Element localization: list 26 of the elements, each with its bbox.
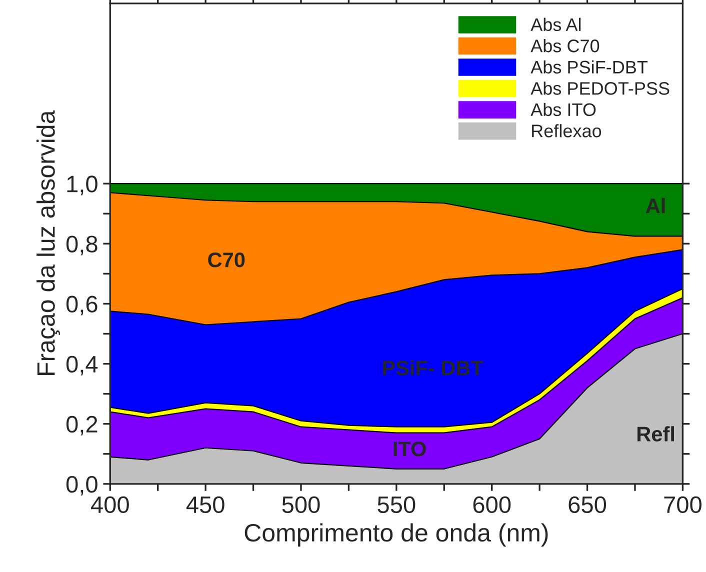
- y-tick-label: 0,2: [66, 416, 98, 436]
- x-tick-label: 600: [473, 496, 511, 514]
- annotation: Al: [646, 198, 665, 214]
- y-tick-label: 1,0: [67, 176, 98, 196]
- legend-label: Abs PEDOT-PSS: [530, 82, 670, 95]
- legend-label: Reflexao: [532, 124, 602, 138]
- x-tick-label: 500: [282, 496, 320, 514]
- x-axis-title: Comprimento de onda (nm): [244, 523, 548, 547]
- x-tick-label: 450: [186, 496, 224, 514]
- legend-label: Abs C70: [530, 39, 600, 52]
- legend-label: Abs Al: [530, 18, 581, 32]
- annotation: Refl: [638, 426, 674, 442]
- y-tick-label: 0,8: [66, 236, 98, 256]
- x-tick-label: 400: [90, 496, 129, 514]
- y-tick-label: 0,6: [66, 296, 98, 316]
- y-tick-label: 0,0: [66, 476, 98, 496]
- legend-label: Abs ITO: [530, 102, 596, 116]
- legend-label: Abs PSiF-DBT: [530, 60, 648, 74]
- x-tick-label: 700: [664, 496, 702, 514]
- annotation: PSiF- DBT: [382, 360, 484, 376]
- x-tick-label: 550: [378, 496, 416, 514]
- y-tick-label: 0,4: [66, 356, 98, 376]
- annotation: C70: [208, 252, 245, 268]
- x-tick-label: 650: [568, 496, 606, 514]
- annotation: ITO: [394, 442, 426, 456]
- y-axis-title: Fraçao da luz absorvida: [36, 110, 60, 376]
